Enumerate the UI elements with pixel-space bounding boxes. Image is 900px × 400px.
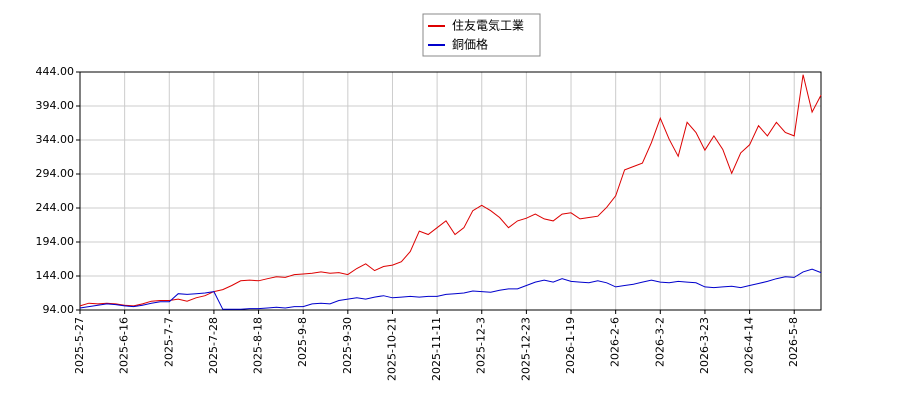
series-line [79, 74, 822, 307]
y-tick-label: 344.00 [36, 133, 75, 146]
y-tick-label: 94.00 [43, 303, 75, 316]
x-tick-label: 2025-12-3 [475, 317, 488, 374]
y-tick-label: 444.00 [36, 65, 75, 78]
x-tick-label: 2025-12-23 [519, 317, 532, 381]
x-tick-label: 2025-7-28 [207, 317, 220, 374]
x-tick-label: 2025-9-8 [296, 317, 309, 367]
x-tick-label: 2025-5-27 [73, 317, 86, 374]
x-tick-label: 2025-7-7 [162, 317, 175, 367]
x-tick-label: 2025-9-30 [341, 317, 354, 374]
y-tick-label: 294.00 [36, 167, 75, 180]
y-tick-label: 244.00 [36, 201, 75, 214]
y-tick-label: 194.00 [36, 235, 75, 248]
x-tick-label: 2026-2-6 [609, 317, 622, 367]
series-line [79, 268, 822, 310]
y-tick-label: 394.00 [36, 99, 75, 112]
legend-box [422, 13, 541, 57]
legend-label: 住友電気工業 [452, 18, 524, 33]
x-tick-label: 2025-6-16 [118, 317, 131, 374]
y-tick-label: 144.00 [36, 269, 75, 282]
x-tick-label: 2026-1-19 [564, 317, 577, 374]
x-tick-label: 2026-3-23 [698, 317, 711, 374]
x-tick-label: 2026-5-8 [787, 317, 800, 367]
legend-label: 銅価格 [452, 37, 488, 52]
plot-frame [79, 71, 822, 311]
x-tick-label: 2025-8-18 [252, 317, 265, 374]
x-tick-label: 2025-11-11 [430, 317, 443, 381]
x-tick-label: 2026-4-14 [743, 317, 756, 374]
x-tick-label: 2025-10-21 [385, 317, 398, 381]
x-tick-label: 2026-3-2 [653, 317, 666, 367]
